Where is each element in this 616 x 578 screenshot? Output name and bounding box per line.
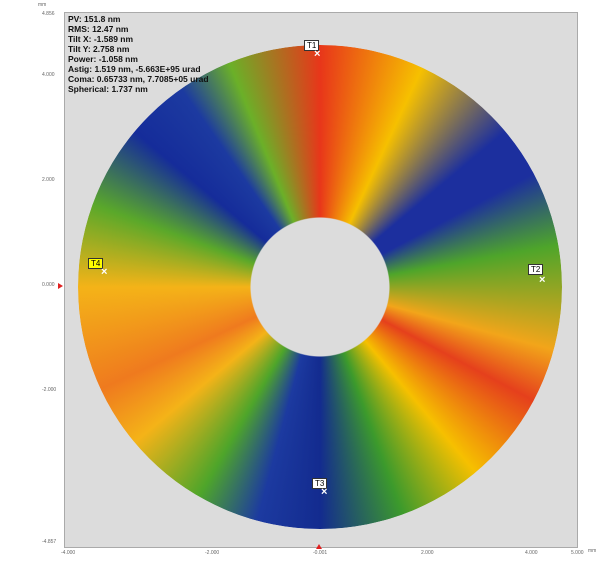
surface-map xyxy=(78,45,562,529)
x-tick-label: -2.000 xyxy=(205,550,219,556)
page: T1 T2 T3 T4 × × × × mm mm (() => { const… xyxy=(0,0,616,578)
axis-unit: mm xyxy=(588,548,596,554)
stat-line: PV: 151.8 nm xyxy=(68,14,120,24)
stat-line: Astig: 1.519 nm, -5.663E+95 urad xyxy=(68,64,201,74)
y-tick-label: 4.000 xyxy=(42,72,55,78)
pointer xyxy=(316,544,322,549)
marker: × xyxy=(314,48,320,60)
x-tick-label: 5.000 xyxy=(571,550,584,556)
stat-line: Tilt X: -1.589 nm xyxy=(68,34,133,44)
x-tick-label: 2.000 xyxy=(421,550,434,556)
marker: × xyxy=(101,266,107,278)
marker: × xyxy=(321,486,327,498)
pointer xyxy=(58,283,63,289)
x-tick-label: -4.000 xyxy=(61,550,75,556)
y-tick-label: 4.856 xyxy=(42,11,55,17)
y-tick-label: -2.000 xyxy=(42,387,56,393)
y-tick-label: -4.857 xyxy=(42,539,56,545)
y-tick-label: 2.000 xyxy=(42,177,55,183)
x-tick-label: 4.000 xyxy=(525,550,538,556)
x-tick-label: -0.001 xyxy=(313,550,327,556)
axis-unit: mm xyxy=(38,2,46,8)
stat-line: Tilt Y: 2.758 nm xyxy=(68,44,129,54)
marker: × xyxy=(539,274,545,286)
stat-line: Spherical: 1.737 nm xyxy=(68,84,148,94)
stat-line: Coma: 0.65733 nm, 7.7085+05 urad xyxy=(68,74,209,84)
stat-line: Power: -1.058 nm xyxy=(68,54,138,64)
stat-line: RMS: 12.47 nm xyxy=(68,24,128,34)
y-tick-label: 0.000 xyxy=(42,282,55,288)
